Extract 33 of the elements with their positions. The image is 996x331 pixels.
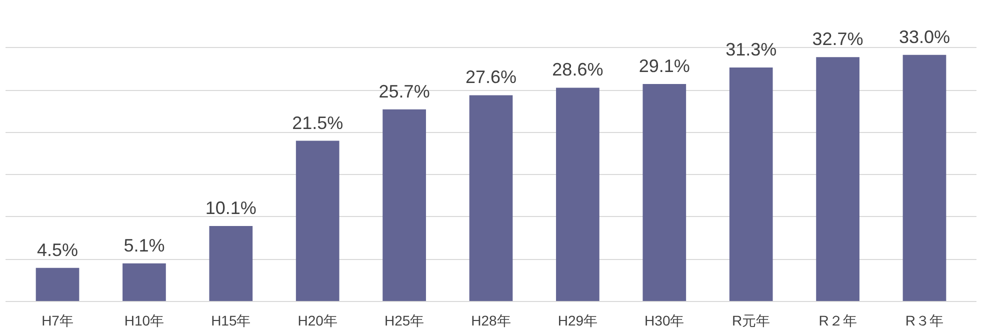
bar — [556, 88, 600, 302]
x-tick-label: H29年 — [558, 312, 598, 328]
bar — [122, 263, 166, 302]
bar — [36, 268, 80, 302]
bar — [902, 54, 946, 302]
bar — [382, 109, 426, 302]
data-label: 4.5% — [37, 240, 78, 260]
data-label: 29.1% — [638, 56, 690, 76]
bar — [469, 95, 513, 302]
bar — [642, 84, 686, 302]
x-tick-label: H30年 — [644, 312, 684, 328]
bar — [296, 140, 340, 302]
data-label: 10.1% — [205, 198, 256, 218]
data-label: 21.5% — [292, 112, 344, 133]
x-tick-label: H25年 — [384, 312, 424, 328]
data-label: 27.6% — [465, 67, 517, 88]
data-label: 32.7% — [812, 29, 864, 50]
data-label: 25.7% — [378, 81, 430, 102]
bar — [209, 226, 253, 302]
bar — [729, 68, 773, 302]
x-tick-label: R元年 — [732, 312, 770, 328]
x-tick-label: H7年 — [42, 312, 74, 328]
x-tick-label: R３年 — [905, 312, 944, 328]
x-tick-label: H28年 — [471, 312, 511, 328]
data-label: 28.6% — [552, 60, 604, 80]
bar — [816, 57, 860, 302]
data-label: 5.1% — [124, 235, 165, 256]
data-label: 33.0% — [898, 26, 950, 47]
data-label: 31.3% — [726, 40, 777, 60]
x-tick-label: H15年 — [211, 312, 251, 328]
x-tick-label: H20年 — [298, 312, 338, 328]
x-tick-label: R２年 — [818, 312, 857, 328]
x-tick-label: H10年 — [124, 312, 164, 328]
